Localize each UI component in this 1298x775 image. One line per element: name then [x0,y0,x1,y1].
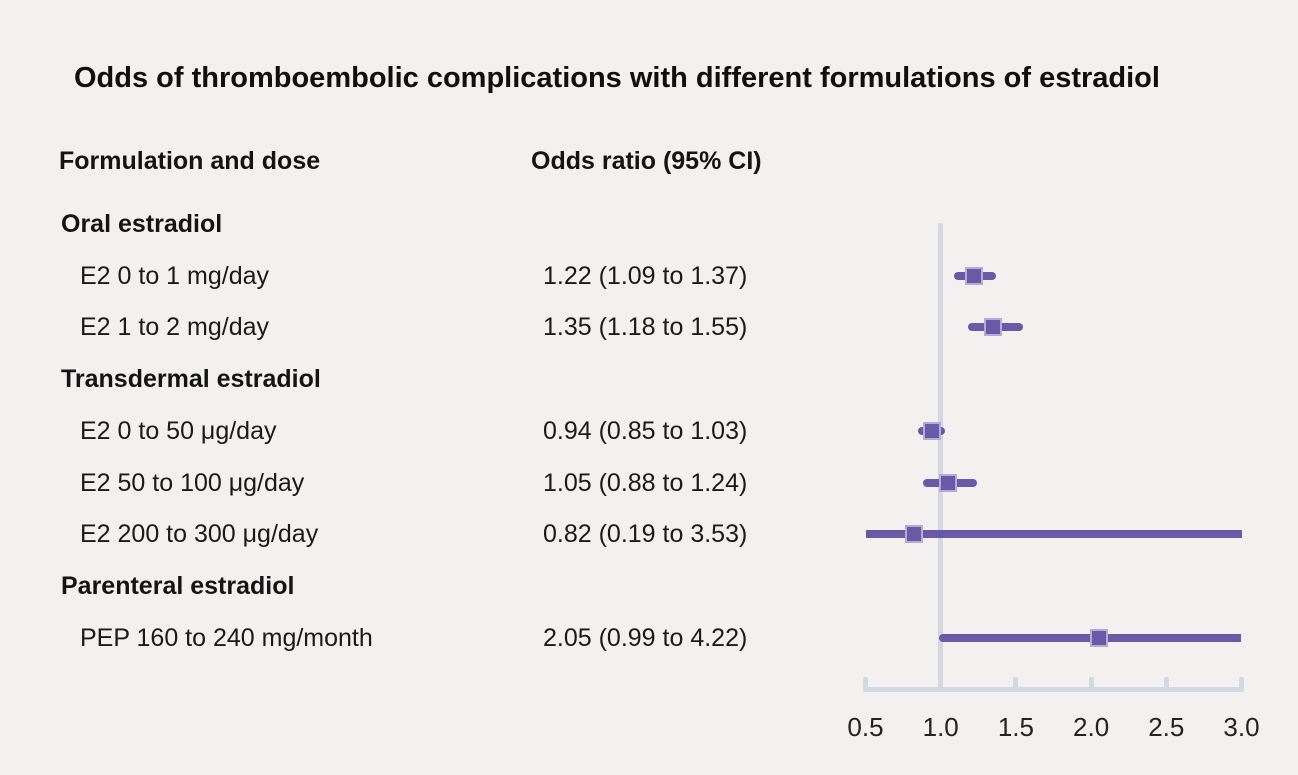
x-axis-line [863,687,1244,692]
x-axis-tick-label: 2.5 [1148,712,1185,742]
x-axis-tick-label: 3.0 [1223,712,1260,742]
x-axis-tick [1239,677,1244,689]
chart-title: Odds of thromboembolic complications wit… [74,62,1160,94]
row-label: E2 50 to 100 μg/day [80,468,305,497]
point-estimate-marker [1089,628,1108,647]
group-header: Transdermal estradiol [61,365,321,394]
x-axis-tick-label: 1.5 [997,712,1034,742]
row-label: E2 0 to 1 mg/day [80,261,270,290]
row-value: 1.35 (1.18 to 1.55) [543,313,748,342]
row-label: E2 0 to 50 μg/day [80,416,277,445]
x-axis-tick [1163,677,1169,689]
row-label: E2 200 to 300 μg/day [80,520,319,549]
row-value: 0.94 (0.85 to 1.03) [543,416,748,445]
column-header-odds-ratio: Odds ratio (95% CI) [531,147,762,175]
row-value: 2.05 (0.99 to 4.22) [543,623,748,652]
row-value: 1.05 (0.88 to 1.24) [543,468,748,497]
x-axis-tick-label: 0.5 [847,712,884,742]
column-header-formulation: Formulation and dose [59,147,321,175]
x-axis-tick [938,677,944,689]
reference-line [938,223,944,692]
point-estimate-marker [904,525,923,544]
point-estimate-marker [939,473,958,492]
x-axis-tick-label: 1.0 [922,712,959,742]
group-header: Oral estradiol [61,210,223,238]
row-value: 1.22 (1.09 to 1.37) [543,261,748,290]
row-value: 0.82 (0.19 to 3.53) [543,520,748,549]
x-axis-tick [1088,677,1094,689]
point-estimate-marker [964,266,983,285]
point-estimate-marker [984,318,1003,337]
x-axis-tick [863,677,868,689]
point-estimate-marker [922,421,941,440]
x-axis-tick-label: 2.0 [1073,712,1110,742]
group-header: Parenteral estradiol [61,571,295,600]
row-label: E2 1 to 2 mg/day [80,313,270,342]
row-label: PEP 160 to 240 mg/month [80,623,373,652]
ci-whisker [865,530,1242,539]
x-axis-tick [1013,677,1019,689]
